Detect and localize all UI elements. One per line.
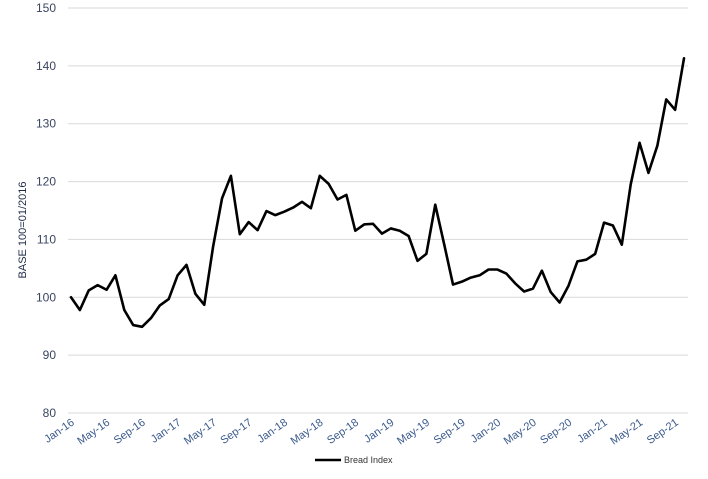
x-tick-label: Jan-21 <box>575 417 609 446</box>
y-tick-label: 100 <box>36 290 56 304</box>
x-tick-label: Sep-18 <box>325 417 361 447</box>
grid <box>68 7 688 414</box>
y-tick-label: 120 <box>36 175 56 189</box>
x-tick-label: May-18 <box>289 417 326 448</box>
x-tick-label: Jan-19 <box>362 417 396 446</box>
y-tick-label: 150 <box>36 1 56 15</box>
x-tick-label: Sep-19 <box>432 417 468 447</box>
y-tick-label: 90 <box>43 348 57 362</box>
x-tick-label: Sep-21 <box>645 417 681 447</box>
x-tick-label: May-16 <box>75 417 112 448</box>
y-axis-ticks: 80 90 100 110 120 130 140 150 <box>36 1 56 420</box>
x-tick-label: May-20 <box>502 417 539 448</box>
y-tick-label: 130 <box>36 117 56 131</box>
x-tick-label: Sep-20 <box>538 417 574 447</box>
x-tick-label: Jan-18 <box>255 417 289 446</box>
x-tick-label: Sep-16 <box>112 417 148 447</box>
legend-label-bread-index: Bread Index <box>344 455 393 465</box>
y-tick-label: 110 <box>37 232 56 246</box>
series <box>69 57 686 329</box>
x-tick-label: Sep-17 <box>218 417 254 447</box>
y-tick-label: 140 <box>36 59 56 73</box>
series-line-bread-index <box>69 57 686 329</box>
legend: Bread Index <box>315 455 393 465</box>
x-tick-label: Jan-17 <box>149 417 183 446</box>
y-axis-label: BASE 100=01/2016 <box>17 182 29 279</box>
x-tick-label: May-19 <box>395 417 432 448</box>
x-tick-label: May-21 <box>608 417 645 448</box>
x-tick-label: May-17 <box>182 417 219 448</box>
x-tick-label: Jan-20 <box>469 417 503 446</box>
x-tick-label: Jan-16 <box>42 417 76 446</box>
y-tick-label: 80 <box>43 406 57 420</box>
